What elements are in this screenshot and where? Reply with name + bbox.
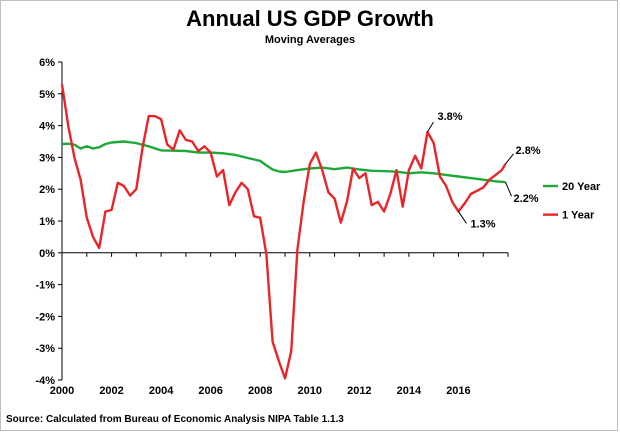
legend-label: 20 Year (562, 181, 601, 193)
annotation-label: 1.3% (470, 218, 495, 230)
x-tick-label: 2016 (446, 385, 470, 397)
annotation-leader (427, 121, 434, 133)
y-tick-label: 6% (39, 57, 55, 69)
y-tick-label: -3% (35, 343, 55, 355)
x-tick-label: 2010 (298, 385, 322, 397)
chart-subtitle: Moving Averages (264, 34, 356, 46)
annotation-leader (505, 153, 514, 165)
y-tick-label: 3% (39, 152, 55, 164)
annotation-leader (505, 182, 512, 197)
annotation-label: 3.8% (437, 111, 462, 123)
legend-label: 1 Year (562, 210, 595, 222)
y-tick-label: 4% (39, 121, 55, 133)
series-layer (60, 84, 507, 380)
series-line-one-year (60, 84, 507, 380)
y-tick-label: 2% (39, 184, 55, 196)
series-line-twenty-year (61, 140, 506, 184)
x-tick-label: 2012 (347, 385, 371, 397)
y-tick-label: 1% (39, 216, 55, 228)
x-tick-label: 2002 (99, 385, 123, 397)
y-tick-label: 5% (39, 89, 55, 101)
y-tick-label: -4% (35, 375, 55, 387)
y-tick-label: -2% (35, 311, 55, 323)
annotation-label: 2.2% (514, 193, 539, 205)
x-tick-label: 2004 (149, 385, 174, 397)
legend: 20 Year 1 Year (543, 181, 601, 222)
annotation-label: 2.8% (516, 145, 541, 157)
x-tick-label: 2006 (198, 385, 222, 397)
chart-title: Annual US GDP Growth (186, 6, 434, 31)
x-tick-label: 2014 (397, 385, 422, 397)
annotations-layer: 3.8% 1.3% 2.8% 2.2% (427, 111, 541, 230)
y-tick-label: -1% (35, 280, 55, 292)
x-tick-label: 2008 (248, 385, 272, 397)
annotation-leader (458, 211, 467, 224)
y-tick-label: 0% (39, 248, 55, 260)
axes: 6% 5% 4% 3% 2% 1% 0% -1% -2% -3% -4%2000 2002 2004 20… (35, 57, 509, 397)
x-tick-label: 2000 (50, 385, 74, 397)
source-note: Source: Calculated from Bureau of Econom… (6, 414, 344, 425)
